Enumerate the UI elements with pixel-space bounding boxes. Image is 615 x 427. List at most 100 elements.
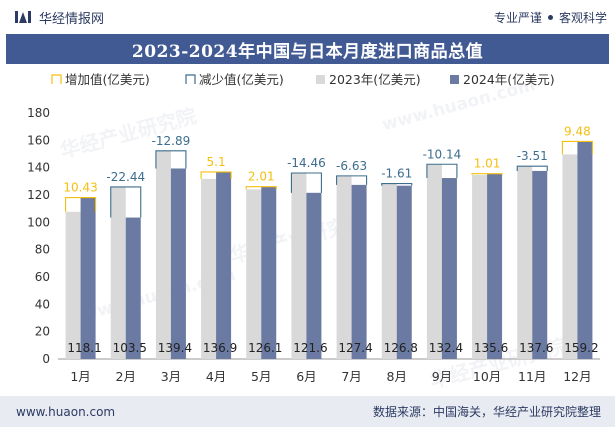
change-label: -6.63 <box>336 159 367 173</box>
x-tick-label: 12月 <box>563 369 591 384</box>
change-label: -22.44 <box>106 170 145 184</box>
y-tick-label: 120 <box>27 188 50 202</box>
x-tick-label: 6月 <box>296 369 316 384</box>
change-label: -10.14 <box>423 147 462 161</box>
legend: 增加值(亿美元) 减少值(亿美元) 2023年(亿美元) 2024年(亿美元) <box>51 72 555 87</box>
x-tick-label: 2月 <box>116 369 136 384</box>
legend-swatch-dec <box>185 74 196 84</box>
footer: www.huaon.com 数据来源：中国海关，华经产业研究院整理 <box>0 396 615 427</box>
change-label: -1.61 <box>381 167 412 181</box>
bar-2023 <box>155 150 171 359</box>
increase-bracket <box>200 171 232 179</box>
bar-2023 <box>472 175 488 359</box>
value-label-2024: 118.1 <box>67 341 101 355</box>
bar-2023 <box>381 183 397 359</box>
y-tick-label: 160 <box>27 133 50 147</box>
tagline-right: 客观科学 <box>558 10 607 25</box>
brand-name: 华经情报网 <box>39 11 105 27</box>
increase-bracket <box>245 186 277 190</box>
value-label-2024: 127.4 <box>338 341 372 355</box>
value-label-2024: 135.6 <box>474 341 508 355</box>
change-label: 2.01 <box>248 170 275 184</box>
change-label: 1.01 <box>474 157 501 171</box>
bar-2024 <box>577 141 593 359</box>
x-tick-label: 9月 <box>432 369 452 384</box>
legend-swatch-s1 <box>450 75 459 84</box>
bar-2024 <box>170 168 186 359</box>
decrease-bracket <box>155 150 187 169</box>
axes: 0 20 40 60 80 100 120 140 160 180 1月 2月 3月 4月 5月 6月 7月 8月… <box>27 106 600 384</box>
bar-2024 <box>216 171 232 359</box>
chart-title: 2023-2024年中国与日本月度进口商品总值 <box>131 41 484 62</box>
separator-dot-icon <box>547 14 553 20</box>
x-tick-label: 1月 <box>70 369 90 384</box>
decrease-bracket <box>110 186 142 218</box>
bar-2023 <box>110 186 126 359</box>
decrease-bracket <box>381 182 413 186</box>
brand[interactable]: 华经情报网 <box>14 8 104 27</box>
decrease-bracket <box>426 163 458 179</box>
legend-item-s1: 2024年(亿美元) <box>450 72 555 87</box>
value-label-2024: 103.5 <box>113 341 147 355</box>
bar-2024 <box>125 217 141 359</box>
value-label-2024: 126.1 <box>248 341 282 355</box>
y-tick-label: 40 <box>35 297 50 311</box>
value-label-2024: 139.4 <box>158 341 192 355</box>
bar-2024 <box>441 178 457 359</box>
bar-2024 <box>261 186 277 359</box>
bar-2024 <box>80 197 96 359</box>
legend-label: 减少值(亿美元) <box>199 72 284 87</box>
legend-swatch-inc <box>51 74 62 84</box>
y-tick-label: 80 <box>35 243 50 257</box>
legend-item-inc: 增加值(亿美元) <box>51 72 150 87</box>
value-label-2024: 159.2 <box>564 341 598 355</box>
change-label: -12.89 <box>152 134 191 148</box>
increase-bracket <box>65 197 97 212</box>
value-label-2024: 121.6 <box>293 341 327 355</box>
increase-bracket <box>561 140 593 155</box>
bar-2023 <box>517 166 533 359</box>
y-tick-label: 140 <box>27 161 50 175</box>
data-source: 数据来源：中国海关，华经产业研究院整理 <box>372 405 601 419</box>
x-tick-label: 10月 <box>473 369 501 384</box>
legend-label: 2023年(亿美元) <box>329 72 421 87</box>
bar-2023 <box>426 164 442 359</box>
value-label-2024: 132.4 <box>429 341 463 355</box>
bar-2023 <box>65 211 81 359</box>
bar-2023 <box>201 178 217 359</box>
bars <box>65 140 593 359</box>
y-tick-label: 60 <box>35 270 50 284</box>
y-tick-label: 100 <box>27 215 50 229</box>
bar-2024 <box>351 184 367 359</box>
y-tick-label: 20 <box>35 325 50 339</box>
bar-2023 <box>562 154 578 359</box>
bar-2024 <box>396 185 412 359</box>
data-labels: 10.43 118.1 -22.44 103.5 -12.89 139.4 5.1 136.9… <box>63 124 598 355</box>
bar-2023 <box>336 175 352 359</box>
legend-label: 增加值(亿美元) <box>65 72 150 87</box>
y-tick-label: 0 <box>42 352 50 366</box>
legend-item-dec: 减少值(亿美元) <box>185 72 284 87</box>
change-label: 9.48 <box>564 124 591 138</box>
change-label: -14.46 <box>287 156 326 170</box>
value-label-2024: 136.9 <box>203 341 237 355</box>
legend-swatch-s0 <box>316 75 325 84</box>
decrease-bracket <box>290 172 322 193</box>
brand-logo-icon <box>15 11 31 23</box>
x-tick-label: 5月 <box>251 369 271 384</box>
decrease-bracket <box>336 175 368 185</box>
bar-2023 <box>291 172 307 359</box>
increase-bracket <box>471 173 503 176</box>
x-tick-label: 8月 <box>387 369 407 384</box>
bar-2024 <box>532 170 548 359</box>
x-tick-label: 3月 <box>161 369 181 384</box>
x-tick-label: 11月 <box>518 369 546 384</box>
change-label: -3.51 <box>517 149 548 163</box>
x-tick-label: 4月 <box>206 369 226 384</box>
bar-2024 <box>306 192 322 359</box>
top-bar: 华经情报网 专业严谨 客观科学 <box>0 0 615 34</box>
footer-url[interactable]: www.huaon.com <box>16 404 116 419</box>
bar-chart: 华经产业研究院华经产业研究院www.huaon.comwww.huaon.com… <box>27 72 600 393</box>
value-label-2024: 126.8 <box>384 341 418 355</box>
change-label: 10.43 <box>63 181 97 195</box>
